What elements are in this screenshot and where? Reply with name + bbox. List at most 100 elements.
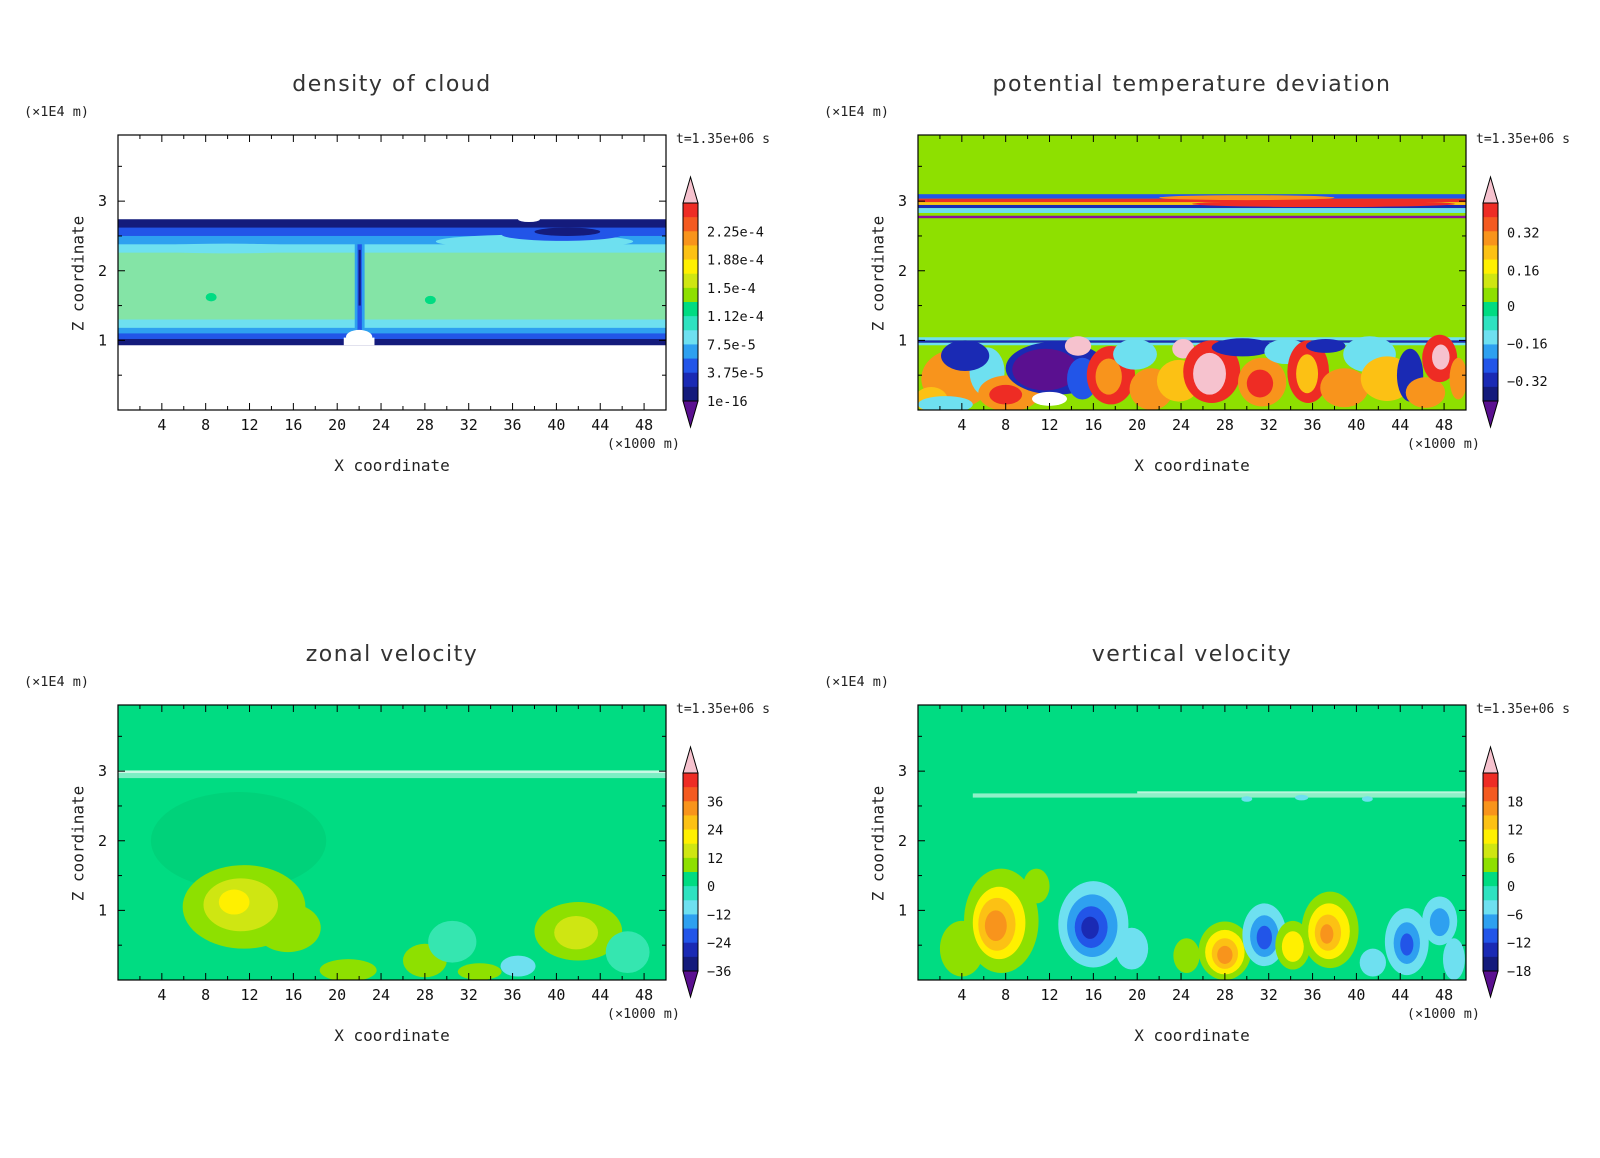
colorbar-segment bbox=[683, 956, 698, 972]
colorbar-segment bbox=[1483, 886, 1498, 901]
field-shape bbox=[205, 293, 217, 302]
field-shape bbox=[118, 770, 666, 774]
x-tick-label: 16 bbox=[284, 416, 302, 434]
panel-title: vertical velocity bbox=[1091, 642, 1293, 667]
z-tick-label: 1 bbox=[898, 331, 907, 349]
x-tick-label: 12 bbox=[1040, 416, 1058, 434]
x-axis-unit: (×1000 m) bbox=[1406, 436, 1480, 452]
panel-vertical-velocity: vertical velocity (×1E4 m) t=1.35e+06 s … bbox=[800, 570, 1600, 1130]
field-shape bbox=[1095, 358, 1122, 395]
colorbar-segment bbox=[683, 245, 698, 261]
x-tick-label: 44 bbox=[1391, 986, 1409, 1004]
x-tick-label: 8 bbox=[1001, 986, 1010, 1004]
colorbar-label: 36 bbox=[707, 794, 723, 810]
x-axis-unit: (×1000 m) bbox=[1406, 1006, 1480, 1022]
field-shape bbox=[218, 889, 250, 915]
colorbar-segment bbox=[1483, 900, 1498, 915]
colorbar-label: 0.32 bbox=[1507, 226, 1540, 242]
colorbar-segment bbox=[1483, 372, 1498, 388]
colorbar-segment bbox=[683, 330, 698, 345]
axis-ticks bbox=[918, 135, 1466, 410]
x-tick-label: 12 bbox=[1040, 986, 1058, 1004]
colorbar: 0.32 0.16 0 −0.16 −0.32 bbox=[1482, 175, 1548, 429]
field-shape bbox=[1192, 200, 1456, 208]
field-shape bbox=[1295, 794, 1309, 801]
colorbar-segment bbox=[683, 829, 698, 845]
x-tick-label: 40 bbox=[547, 416, 565, 434]
colorbar-segment bbox=[1483, 330, 1498, 345]
x-tick-label: 40 bbox=[1347, 416, 1365, 434]
x-tick-label: 20 bbox=[1128, 416, 1146, 434]
field-shape bbox=[358, 249, 361, 306]
colorbar-segment bbox=[1483, 287, 1498, 303]
colorbar-segment bbox=[683, 386, 698, 402]
x-tick-label: 12 bbox=[240, 986, 258, 1004]
colorbar-label: 1.12e-4 bbox=[707, 309, 764, 325]
field-shape bbox=[1320, 368, 1369, 408]
colorbar-label: 7.5e-5 bbox=[707, 337, 756, 353]
field-shape bbox=[1432, 344, 1450, 370]
x-axis-unit: (×1000 m) bbox=[606, 1006, 680, 1022]
contour-field bbox=[118, 135, 666, 410]
z-tick-label: 3 bbox=[898, 762, 907, 780]
x-tick-label: 16 bbox=[1084, 986, 1102, 1004]
colorbar-label: 12 bbox=[707, 851, 723, 867]
field-shape bbox=[1211, 338, 1274, 357]
colorbar-label: −24 bbox=[707, 936, 731, 952]
field-shape bbox=[1064, 336, 1092, 356]
field-shape bbox=[1217, 945, 1233, 964]
colorbar-segment bbox=[1483, 344, 1498, 360]
x-tick-label: 4 bbox=[157, 416, 166, 434]
x-tick-label: 48 bbox=[635, 416, 653, 434]
plot-frame bbox=[917, 134, 1467, 411]
field-shape bbox=[139, 243, 316, 254]
panel-title: potential temperature deviation bbox=[992, 72, 1392, 97]
field-shape bbox=[1173, 938, 1200, 974]
colorbar-segment bbox=[683, 843, 698, 859]
colorbar-label: 0 bbox=[707, 879, 715, 895]
field-shape bbox=[918, 202, 1466, 205]
field-shape bbox=[605, 931, 650, 974]
x-tick-label: 4 bbox=[957, 416, 966, 434]
x-tick-label: 28 bbox=[1216, 986, 1234, 1004]
colorbar-segment bbox=[1483, 302, 1498, 317]
x-tick-label: 16 bbox=[1084, 416, 1102, 434]
x-tick-label: 24 bbox=[372, 416, 390, 434]
x-tick-label: 4 bbox=[957, 986, 966, 1004]
x-tick-label: 16 bbox=[284, 986, 302, 1004]
colorbar-segment bbox=[683, 287, 698, 303]
field-shape bbox=[918, 208, 1466, 213]
field-shape bbox=[1405, 377, 1446, 408]
field-shape bbox=[918, 396, 973, 410]
field-shape bbox=[918, 204, 1466, 209]
z-axis-unit: (×1E4 m) bbox=[824, 104, 890, 120]
field-shape bbox=[1241, 796, 1253, 802]
colorbar-segment bbox=[683, 815, 698, 831]
field-shape bbox=[1012, 348, 1079, 391]
z-axis-unit: (×1E4 m) bbox=[24, 104, 90, 120]
panel-zonal-velocity: zonal velocity (×1E4 m) t=1.35e+06 s Z c… bbox=[0, 570, 800, 1130]
x-tick-label: 48 bbox=[1435, 416, 1453, 434]
field-shape bbox=[1031, 391, 1068, 406]
x-tick-label: 40 bbox=[547, 986, 565, 1004]
x-tick-label: 24 bbox=[372, 986, 390, 1004]
x-axis-label: X coordinate bbox=[1134, 456, 1250, 475]
colorbar-segment bbox=[1483, 203, 1498, 218]
colorbar-segment bbox=[1483, 942, 1498, 958]
field-shape bbox=[518, 216, 540, 223]
colorbar-segment bbox=[683, 316, 698, 331]
field-shape bbox=[984, 910, 1007, 942]
field-shape bbox=[1159, 195, 1335, 201]
contour-field bbox=[918, 705, 1466, 980]
x-tick-label: 32 bbox=[460, 986, 478, 1004]
x-tick-label: 44 bbox=[1391, 416, 1409, 434]
field-shape bbox=[1115, 927, 1149, 970]
x-tick-label: 12 bbox=[240, 416, 258, 434]
field-shape bbox=[118, 252, 666, 320]
x-tick-label: 8 bbox=[201, 416, 210, 434]
z-axis-unit: (×1E4 m) bbox=[24, 674, 90, 690]
colorbar: 2.25e-4 1.88e-4 1.5e-4 1.12e-4 7.5e-5 3.75e-5… bbox=[682, 175, 764, 429]
field-shape bbox=[1281, 931, 1304, 962]
colorbar-segment bbox=[1483, 815, 1498, 831]
